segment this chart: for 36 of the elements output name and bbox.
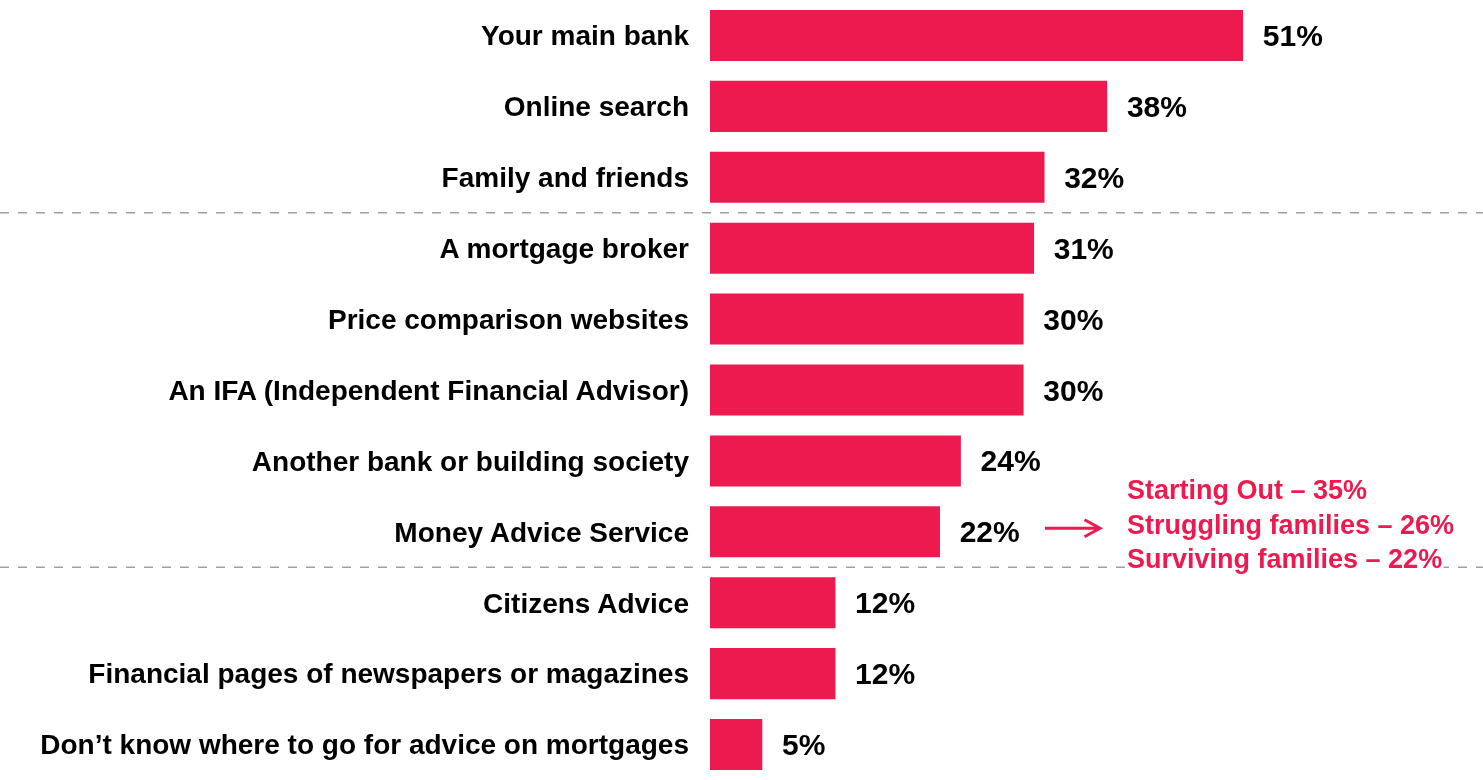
data-label: 30%	[1043, 373, 1104, 407]
bar	[710, 364, 1024, 416]
bar	[710, 719, 763, 771]
data-label: 24%	[980, 444, 1041, 478]
bar	[710, 293, 1024, 345]
data-label: 31%	[1053, 231, 1114, 265]
bar	[710, 506, 940, 558]
y-tick-label: Money Advice Service	[394, 516, 689, 548]
bar	[710, 577, 836, 629]
data-label: 30%	[1043, 302, 1104, 336]
annotation: Starting Out – 35%	[1127, 475, 1368, 505]
bar	[710, 435, 961, 487]
y-tick-label: Your main bank	[481, 20, 690, 52]
bar	[710, 222, 1035, 274]
y-tick-label: Family and friends	[441, 162, 689, 194]
annotation: Struggling families – 26%	[1127, 510, 1455, 540]
y-tick-label: Another bank or building society	[251, 445, 690, 477]
data-label: 51%	[1262, 18, 1323, 52]
bar	[710, 9, 1244, 61]
data-label: 32%	[1064, 160, 1125, 194]
y-tick-label: Citizens Advice	[483, 587, 689, 619]
y-tick-label: Online search	[503, 91, 689, 123]
y-tick-label: An IFA (Independent Financial Advisor)	[168, 374, 689, 406]
bar	[710, 648, 836, 700]
data-label: 22%	[959, 515, 1020, 549]
y-tick-label: Don’t know where to go for advice on mortgages	[40, 729, 689, 761]
data-label: 38%	[1126, 89, 1187, 123]
bar	[710, 80, 1108, 132]
y-tick-label: A mortgage broker	[439, 232, 690, 264]
annotation: Surviving families – 22%	[1127, 544, 1443, 574]
bar	[710, 151, 1045, 203]
y-tick-label: Price comparison websites	[327, 303, 689, 335]
data-label: 12%	[855, 586, 916, 620]
data-label: 5%	[781, 728, 826, 762]
data-label: 12%	[855, 657, 916, 691]
y-tick-label: Financial pages of newspapers or magazines	[88, 658, 689, 690]
